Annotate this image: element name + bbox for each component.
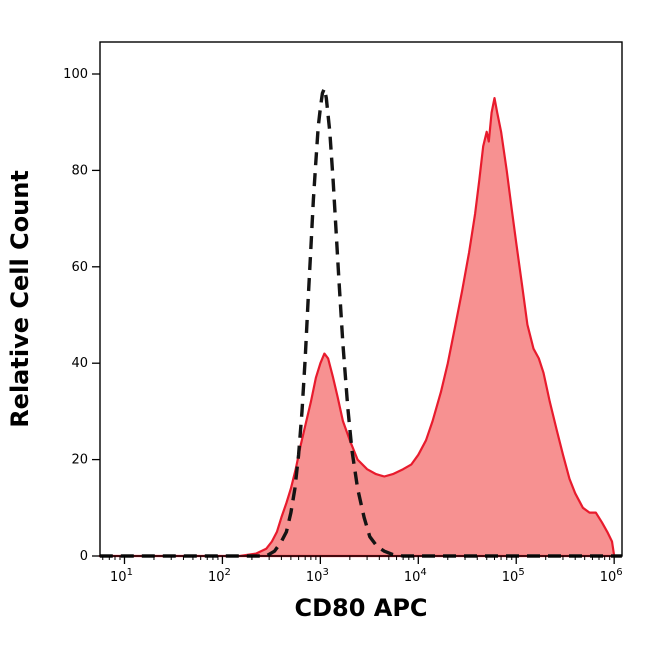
x-tick-label: 106 [600,567,623,585]
y-tick-label: 0 [80,549,88,564]
x-tick-label: 102 [208,567,231,585]
x-tick-label: 105 [502,567,525,585]
y-tick-label: 80 [71,163,88,178]
x-tick-label: 101 [110,567,133,585]
isotype-control-curve [99,86,622,558]
plot-layer: 101 102 103 104 105 106 0 20 40 60 80 100 [63,41,623,585]
x-tick-label: 103 [306,567,329,585]
x-axis-title: CD80 APC [294,594,427,622]
y-tick-label: 60 [71,260,88,275]
y-axis-title: Relative Cell Count [6,170,34,428]
x-tick-label: 104 [404,567,427,585]
cd80-stained-curve [98,97,616,558]
y-tick-label: 100 [63,67,88,82]
y-tick-label: 20 [71,453,88,468]
plot-border [99,41,623,557]
y-tick-label: 40 [71,356,88,371]
